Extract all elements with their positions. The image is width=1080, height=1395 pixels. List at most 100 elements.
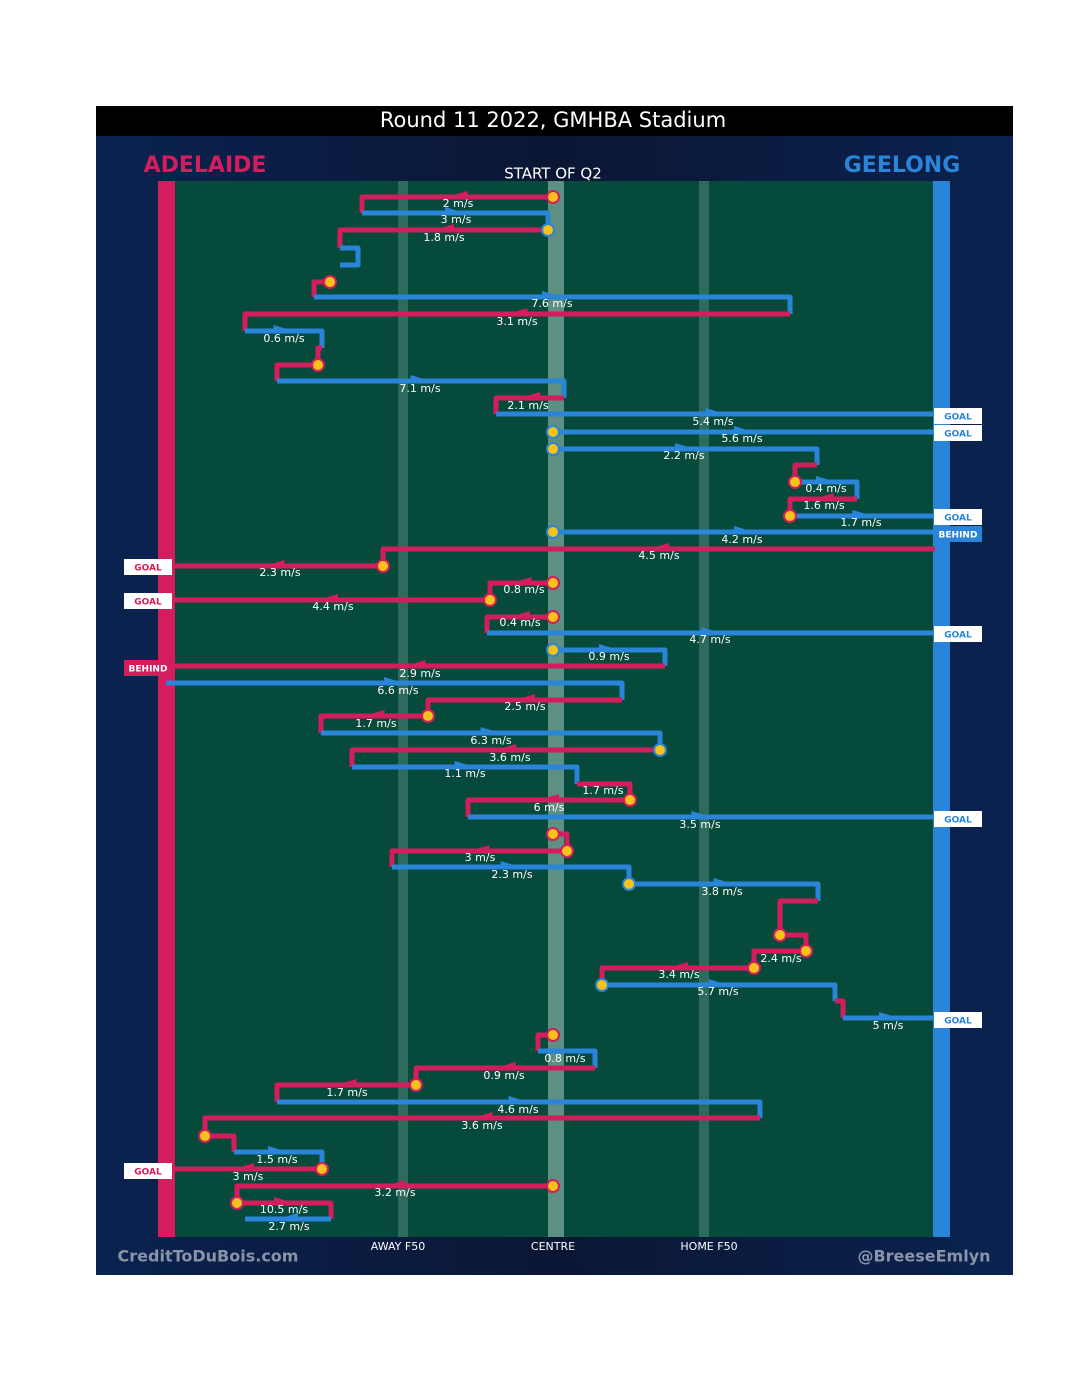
speed-label: 2.4 m/s [760, 952, 801, 965]
possession-path [242, 311, 790, 331]
direction-arrow [668, 962, 688, 969]
direction-arrow [234, 1163, 254, 1170]
speed-label: 0.9 m/s [588, 650, 629, 663]
centre-line [548, 181, 564, 1237]
possession-start [546, 190, 560, 204]
speed-label: 5.6 m/s [721, 432, 762, 445]
speed-label: 3.8 m/s [701, 885, 742, 898]
speed-label: 2 m/s [443, 197, 474, 210]
direction-arrow [385, 1180, 405, 1187]
possession-start [788, 475, 802, 489]
speed-label: 3.6 m/s [461, 1119, 502, 1132]
possession-path [340, 245, 361, 268]
possession-start [560, 844, 574, 858]
outcome-label: GOAL [134, 598, 162, 608]
direction-arrow [713, 878, 734, 885]
direction-arrow [542, 291, 562, 298]
possession-start [409, 1078, 423, 1092]
outcome-label: GOAL [944, 430, 972, 440]
direction-arrow [480, 727, 501, 734]
possession-path [277, 1099, 763, 1118]
direction-arrow [510, 611, 530, 618]
direction-arrow [852, 510, 873, 517]
outcome-label: GOAL [944, 816, 972, 826]
speed-label: 6.3 m/s [470, 734, 511, 747]
axis-label: AWAY F50 [371, 1240, 425, 1253]
possession-start [311, 358, 325, 372]
possession-path [274, 1082, 416, 1102]
possession-path [835, 998, 846, 1018]
direction-arrow [364, 710, 385, 717]
speed-label: 1.8 m/s [423, 231, 464, 244]
speed-label: 3 m/s [465, 851, 496, 864]
possession-start [747, 961, 761, 975]
outcome-badge [124, 1163, 172, 1179]
speed-label: 5.7 m/s [697, 985, 738, 998]
adelaide-goal-line [158, 181, 175, 1237]
direction-arrow [405, 660, 426, 667]
direction-arrow [879, 1012, 899, 1019]
title: Round 11 2022, GMHBA Stadium [380, 108, 726, 132]
direction-arrow [508, 1096, 529, 1103]
direction-arrow [447, 191, 468, 198]
direction-arrow [336, 1079, 357, 1086]
possession-path [166, 680, 625, 700]
away-team: GEELONG [844, 153, 961, 178]
possession-path [337, 227, 548, 248]
outcome-badge [124, 660, 172, 676]
direction-arrow [539, 794, 559, 801]
direction-arrow [384, 677, 404, 684]
direction-arrow [273, 325, 294, 332]
speed-label: 3 m/s [233, 1170, 264, 1183]
direction-arrow [496, 744, 516, 751]
direction-arrow [734, 526, 754, 533]
outcome-badge [934, 626, 982, 642]
possession-start [622, 877, 636, 891]
speed-label: 3.5 m/s [679, 818, 720, 831]
possession-start [541, 223, 555, 237]
direction-arrow [274, 1197, 294, 1204]
possession-start [198, 1129, 212, 1143]
speed-label: 2.9 m/s [399, 667, 440, 680]
speed-label: 7.6 m/s [531, 297, 572, 310]
direction-arrow [410, 375, 431, 382]
possession-path [352, 764, 580, 784]
possession-path [205, 1133, 237, 1152]
direction-arrow [520, 392, 540, 399]
direction-arrow [495, 1062, 516, 1069]
direction-arrow [599, 644, 619, 651]
direction-arrow [511, 577, 532, 584]
possession-path [553, 446, 820, 465]
outcome-badge [934, 509, 982, 525]
possession-start [546, 442, 560, 456]
speed-label: 0.4 m/s [805, 482, 846, 495]
outcome-badge [934, 811, 982, 827]
outcome-label: GOAL [134, 564, 162, 574]
speed-label: 0.8 m/s [544, 1052, 585, 1065]
speed-label: 1.7 m/s [355, 717, 396, 730]
speed-label: 2.3 m/s [259, 566, 300, 579]
possession-path [795, 479, 860, 499]
direction-arrow [454, 761, 475, 768]
possession-start [376, 559, 390, 573]
direction-arrow [469, 845, 490, 852]
possession-path [602, 982, 838, 1001]
speed-label: 3.6 m/s [489, 751, 530, 764]
direction-arrow [472, 1112, 493, 1119]
speed-label: 1.1 m/s [444, 767, 485, 780]
speed-label: 1.5 m/s [256, 1153, 297, 1166]
outcome-label: GOAL [944, 514, 972, 524]
possession-path [359, 194, 553, 213]
outcome-label: GOAL [944, 631, 972, 641]
outcome-label: BEHIND [939, 531, 978, 541]
possession-start [323, 275, 337, 289]
geelong-goal-line [933, 181, 950, 1237]
direction-arrow [445, 207, 465, 214]
speed-label: 4.7 m/s [689, 633, 730, 646]
possession-start [483, 593, 497, 607]
speed-label: 2.1 m/s [507, 399, 548, 412]
possession-path [237, 1200, 334, 1219]
speed-label: 5.4 m/s [692, 415, 733, 428]
speed-label: 2.5 m/s [504, 700, 545, 713]
